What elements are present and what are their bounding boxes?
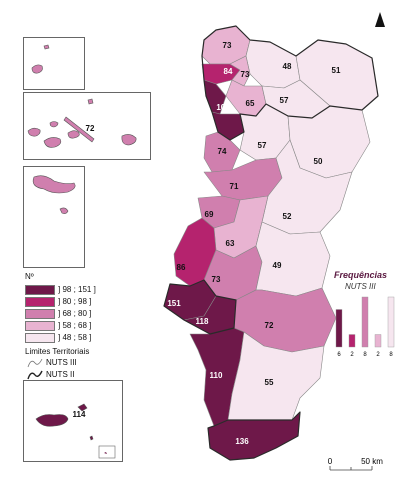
legend-label: ] 68 ; 80 ]	[58, 309, 92, 318]
region-label: 151	[167, 299, 181, 308]
madeira-islands: 114	[35, 403, 116, 459]
nuts2-outline-lisbon	[163, 279, 237, 335]
frequency-value-label: 6	[337, 352, 341, 358]
region-label: 49	[273, 261, 282, 270]
frequency-chart: 6 2 8 2 8	[335, 296, 395, 358]
azores-islands: 72	[27, 98, 137, 148]
region-label: 55	[265, 378, 274, 387]
legend-swatch	[25, 285, 55, 295]
frequency-bar	[348, 334, 356, 348]
region-label: 65	[246, 99, 255, 108]
region-label: 100	[216, 103, 230, 112]
legend-swatch	[25, 309, 55, 319]
region-beira-interior-sul	[261, 139, 353, 235]
region-label: 51	[332, 66, 341, 75]
legend-swatch	[25, 333, 55, 343]
region-label: 57	[280, 96, 289, 105]
legend-label: ] 48 ; 58 ]	[58, 333, 92, 342]
azores-east-islands	[32, 175, 76, 214]
legend-row: ] 98 ; 151 ]	[25, 284, 145, 296]
region-label: 136	[235, 437, 249, 446]
region-label: 73	[212, 275, 221, 284]
madeira-value-label: 114	[73, 410, 86, 419]
limits-title: Limites Territoriais	[25, 347, 90, 356]
legend-nuts3: NUTS III	[25, 357, 145, 369]
legend-row: ] 68 ; 80 ]	[25, 308, 145, 320]
region-label: 74	[218, 147, 227, 156]
region-label: 52	[283, 212, 292, 221]
region-label: 73	[241, 70, 250, 79]
legend-row: ] 80 ; 98 ]	[25, 296, 145, 308]
legend-swatch	[25, 297, 55, 307]
scale-label-right: 50 km	[361, 457, 383, 466]
nuts3-label: NUTS III	[46, 358, 77, 367]
scale-bar: 0 50 km	[328, 457, 383, 471]
region-baixo-alentejo	[227, 331, 325, 421]
frequency-value-label: 8	[363, 352, 367, 358]
inset-azores-west	[23, 37, 85, 90]
frequency-bar	[361, 296, 369, 348]
region-label: 72	[265, 321, 274, 330]
frequency-bar	[374, 334, 382, 348]
region-label: 69	[205, 210, 214, 219]
region-label: 63	[226, 239, 235, 248]
region-alto-tamega	[245, 39, 301, 89]
north-arrow-icon	[375, 12, 385, 27]
nuts3-line-icon	[27, 358, 43, 368]
azores-west-islands	[31, 44, 50, 74]
frequency-value-label: 8	[389, 352, 393, 358]
inset-azores-east	[23, 166, 85, 268]
legend-swatch	[25, 321, 55, 331]
region-label: 86	[177, 263, 186, 272]
frequency-title: Frequências	[334, 270, 388, 280]
legend-label: ] 98 ; 151 ]	[58, 285, 96, 294]
legend-title: Nº	[25, 272, 34, 281]
region-label: 73	[223, 41, 232, 50]
region-label: 118	[196, 317, 209, 326]
region-label: 48	[283, 62, 292, 71]
nuts2-label: NUTS II	[46, 370, 75, 379]
region-label: 50	[314, 157, 323, 166]
legend-nuts2: NUTS II	[25, 369, 145, 381]
frequency-bar	[387, 296, 395, 348]
frequency-value-label: 2	[376, 352, 380, 358]
nuts2-outline-north	[201, 25, 379, 141]
legend-row: ] 58 ; 68 ]	[25, 320, 145, 332]
azores-value-label: 72	[86, 124, 95, 133]
region-label: 71	[230, 182, 239, 191]
region-label: 84	[224, 67, 233, 76]
nuts2-outline-algarve	[207, 411, 301, 461]
region-label: 57	[258, 141, 267, 150]
legend-label: ] 80 ; 98 ]	[58, 297, 92, 306]
legend-row: ] 48 ; 58 ]	[25, 332, 145, 344]
legend: Nº ] 98 ; 151 ] ] 80 ; 98 ] ] 68 ; 80 ] …	[25, 272, 145, 381]
frequency-value-label: 2	[350, 352, 354, 358]
region-labels: 73 48 51 84 73 100 65 57 74 57 50 71 69 …	[167, 41, 341, 446]
legend-label: ] 58 ; 68 ]	[58, 321, 92, 330]
frequency-bar	[335, 309, 343, 348]
inset-azores: 72	[23, 92, 151, 160]
inset-madeira: 114	[23, 380, 123, 462]
region-label: 110	[210, 371, 223, 380]
scale-label-left: 0	[328, 457, 333, 466]
frequency-subtitle: NUTS III	[345, 282, 376, 291]
nuts2-line-icon	[27, 370, 43, 380]
